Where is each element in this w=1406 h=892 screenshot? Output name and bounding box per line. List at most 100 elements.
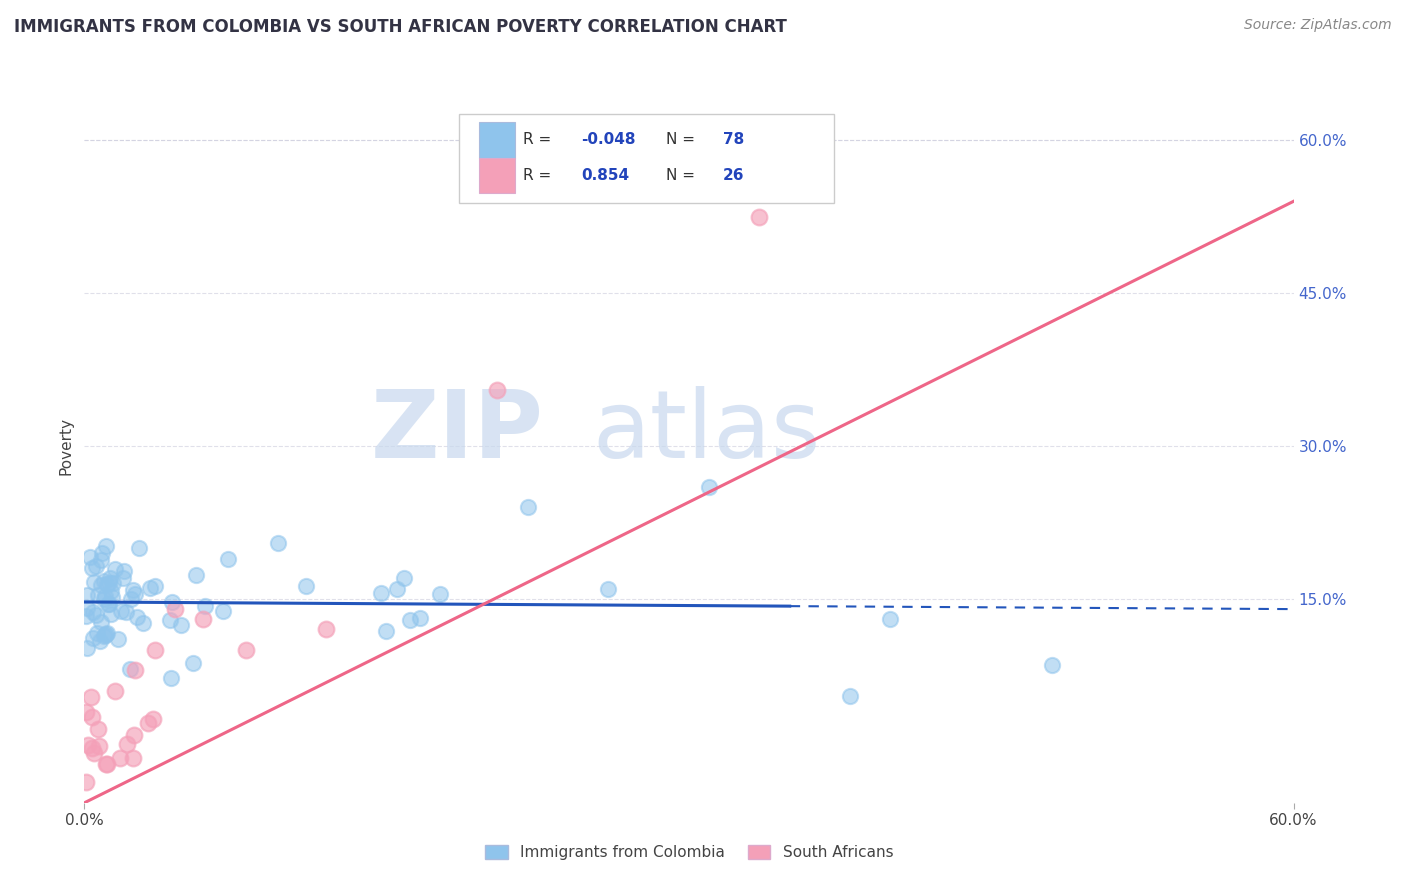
Point (94, 756, 117, 771)
Point (80, 690, 103, 704)
Point (124, 587, 146, 601)
Point (170, 618, 193, 632)
Point (100, 583, 122, 598)
Point (90, 553, 112, 567)
Text: 0.854: 0.854 (581, 168, 630, 183)
Point (93, 629, 115, 643)
Point (374, 624, 396, 638)
Point (139, 581, 162, 595)
Point (93, 574, 115, 588)
Point (87, 588, 110, 602)
Point (108, 750, 131, 764)
Point (159, 613, 181, 627)
Point (184, 567, 207, 582)
Point (104, 683, 127, 698)
Point (84, 558, 107, 573)
Point (76, 738, 98, 752)
Point (429, 587, 451, 601)
Point (80, 561, 103, 575)
Point (211, 604, 233, 618)
Point (82, 710, 104, 724)
Point (839, 689, 862, 703)
Point (217, 552, 239, 566)
Point (191, 611, 214, 625)
Point (87, 723, 110, 737)
Point (98, 571, 121, 585)
Point (128, 541, 150, 556)
Point (127, 609, 149, 624)
Point (370, 585, 392, 599)
Point (75, 608, 97, 623)
Point (90, 546, 112, 560)
Point (90, 578, 112, 592)
Point (96, 539, 118, 553)
Point (879, 612, 901, 626)
Text: R =: R = (523, 168, 551, 183)
FancyBboxPatch shape (478, 158, 515, 194)
Text: -0.048: -0.048 (581, 132, 636, 147)
Point (160, 671, 183, 685)
Point (392, 571, 415, 585)
Point (193, 599, 215, 614)
Point (114, 564, 136, 578)
Point (89, 739, 111, 753)
Point (235, 643, 257, 657)
Point (96, 757, 118, 772)
Text: 26: 26 (723, 168, 744, 183)
Text: R =: R = (523, 132, 551, 147)
Point (100, 607, 122, 622)
Point (142, 712, 165, 726)
Point (120, 662, 142, 676)
Point (90, 615, 112, 629)
Point (385, 582, 408, 596)
Point (165, 602, 187, 616)
Point (75, 705, 97, 719)
Text: IMMIGRANTS FROM COLOMBIA VS SOUTH AFRICAN POVERTY CORRELATION CHART: IMMIGRANTS FROM COLOMBIA VS SOUTH AFRICA… (14, 18, 787, 36)
Point (96, 625, 118, 640)
Text: ZIP: ZIP (371, 385, 544, 478)
Point (97, 597, 120, 611)
Point (267, 535, 290, 549)
Point (82, 605, 104, 619)
Point (93, 627, 115, 641)
Point (96, 627, 118, 641)
Point (89, 633, 111, 648)
Point (114, 605, 136, 619)
Point (96, 576, 118, 591)
Point (315, 623, 337, 637)
Point (143, 643, 166, 657)
Point (408, 611, 430, 625)
Point (160, 595, 183, 609)
Point (94, 589, 117, 603)
Point (80, 740, 103, 755)
Point (104, 562, 127, 576)
Point (98, 597, 121, 611)
Point (112, 571, 135, 585)
Point (110, 604, 132, 618)
Point (86, 626, 108, 640)
FancyBboxPatch shape (478, 122, 515, 158)
Point (122, 751, 145, 765)
Point (83, 574, 105, 589)
Text: N =: N = (666, 168, 695, 183)
Point (82, 631, 104, 645)
Point (117, 738, 139, 752)
Text: Source: ZipAtlas.com: Source: ZipAtlas.com (1244, 18, 1392, 32)
Point (132, 615, 155, 630)
Point (1040, 658, 1063, 673)
Point (486, 383, 509, 397)
Point (107, 632, 129, 646)
Point (120, 591, 142, 606)
Point (76, 588, 98, 602)
Point (76, 641, 98, 656)
Point (598, 582, 620, 596)
Point (75, 775, 97, 789)
Point (136, 716, 159, 731)
Point (76, 601, 98, 615)
Point (748, 210, 770, 224)
Point (122, 583, 145, 598)
Text: 78: 78 (723, 132, 744, 147)
Point (101, 590, 124, 604)
Point (79, 550, 101, 565)
Point (516, 500, 538, 515)
